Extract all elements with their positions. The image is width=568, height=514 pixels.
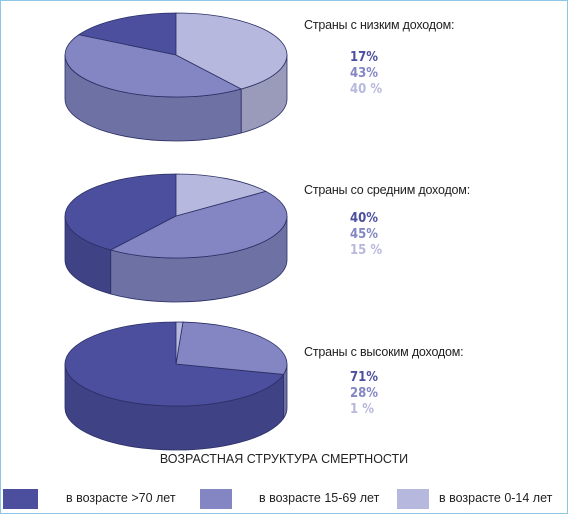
value-label-high-70plus: 71% xyxy=(350,370,378,385)
pie-low xyxy=(64,12,288,142)
pie-middle xyxy=(64,173,288,303)
value-label-middle-0-14: 15 % xyxy=(350,243,383,258)
value-label-high-0-14: 1 % xyxy=(350,402,374,417)
value-label-low-15-69: 43% xyxy=(350,66,378,81)
pie-slice-middle-15-69 xyxy=(109,190,288,259)
legend-swatch-0-14 xyxy=(397,489,429,509)
group-label-low-income: Страны с низким доходом: xyxy=(304,18,455,32)
pie-slice-high-15-69 xyxy=(175,321,288,375)
pie-slice-high-0-14 xyxy=(175,321,184,365)
legend-swatch-15-69 xyxy=(200,489,232,509)
legend-label-70plus: в возрасте >70 лет xyxy=(66,491,176,505)
group-label-middle-income: Страны со средним доходом: xyxy=(304,183,470,197)
value-label-middle-15-69: 45% xyxy=(350,227,378,242)
value-label-low-0-14: 40 % xyxy=(350,82,383,97)
pie-slice-middle-0-14 xyxy=(175,173,267,217)
pie-slice-low-15-69 xyxy=(64,34,243,98)
value-label-low-70plus: 17% xyxy=(350,50,378,65)
legend-label-15-69: в возрасте 15-69 лет xyxy=(259,491,380,505)
value-label-middle-70plus: 40% xyxy=(350,211,378,226)
chart-title: ВОЗРАСТНАЯ СТРУКТУРА СМЕРТНОСТИ xyxy=(159,452,409,466)
pie-slice-middle-70plus xyxy=(64,173,177,251)
pie-high xyxy=(64,321,288,451)
pie-slice-low-0-14 xyxy=(175,12,288,90)
value-label-high-15-69: 28% xyxy=(350,386,378,401)
pie-slice-low-70plus xyxy=(77,12,177,56)
legend-label-0-14: в возрасте 0-14 лет xyxy=(439,491,553,505)
group-label-high-income: Страны с высоким доходом: xyxy=(304,345,464,359)
legend-swatch-70plus xyxy=(3,489,38,509)
pie-slice-high-70plus xyxy=(64,321,285,407)
